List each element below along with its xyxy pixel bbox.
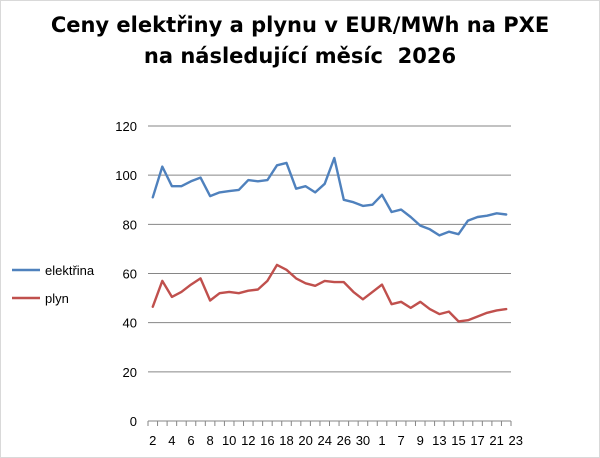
x-tick-label: 21 [489,433,503,448]
x-tick-label: 30 [356,433,370,448]
x-tick-label: 12 [241,433,255,448]
x-tick-label: 26 [337,433,351,448]
x-tick-label: 23 [509,433,523,448]
x-tick-label: 6 [187,433,194,448]
x-tick-label: 24 [317,433,331,448]
series-line-plyn [151,263,508,323]
x-tick-label: 2 [149,433,156,448]
x-tick-label: 1 [378,433,385,448]
legend-label: elektřina [45,263,95,278]
x-tick-label: 17 [470,433,484,448]
x-tick-label: 20 [298,433,312,448]
x-tick-label: 10 [222,433,236,448]
x-tick-label: 18 [279,433,293,448]
y-tick-label: 60 [123,267,137,282]
series-line-elektrina [151,156,508,237]
y-tick-label: 120 [115,119,137,134]
y-tick-label: 0 [130,414,137,429]
y-tick-label: 100 [115,168,137,183]
x-tick-label: 7 [398,433,405,448]
legend-label: plyn [45,291,69,306]
x-tick-label: 15 [451,433,465,448]
x-tick-label: 16 [260,433,274,448]
x-tick-label: 9 [417,433,424,448]
chart-title-line-2: na následující měsíc 2026 [143,44,457,68]
x-tick-label: 13 [432,433,446,448]
chart-title: Ceny elektřiny a plynu v EUR/MWh na PXE … [0,10,600,72]
y-tick-label: 20 [123,365,137,380]
x-tick-label: 8 [206,433,213,448]
y-tick-label: 80 [123,217,137,232]
chart-title-line-1: Ceny elektřiny a plynu v EUR/MWh na PXE [50,13,550,37]
y-tick-label: 40 [123,316,137,331]
x-tick-label: 4 [168,433,175,448]
